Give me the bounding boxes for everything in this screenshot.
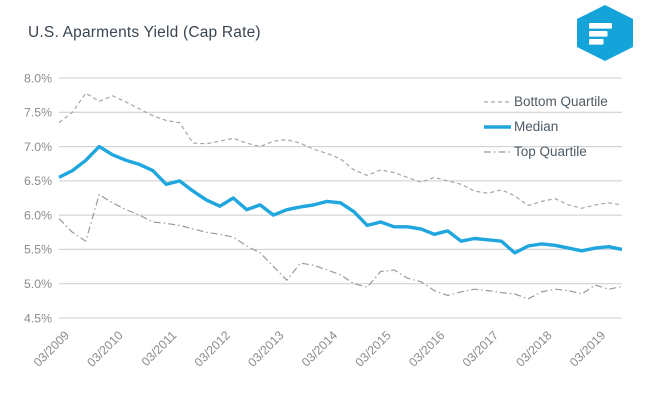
svg-text:8.0%: 8.0% [24, 71, 52, 85]
svg-text:03/2017: 03/2017 [460, 328, 501, 369]
solid-line-swatch-icon [484, 124, 511, 129]
svg-text:03/2012: 03/2012 [192, 328, 233, 369]
brand-logo [574, 4, 636, 62]
hexagon-logo-icon [577, 5, 633, 61]
svg-text:5.5%: 5.5% [24, 243, 52, 257]
legend-label-bottom-quartile: Bottom Quartile [514, 94, 608, 109]
svg-text:6.0%: 6.0% [24, 208, 52, 222]
chart-legend: Bottom Quartile Median Top Quartile [483, 89, 608, 164]
legend-label-median: Median [514, 119, 559, 134]
x-axis-labels: 03/2009 03/2010 03/2011 03/2012 03/2013 03/20… [31, 328, 609, 369]
series-line-top-quartile [58, 194, 623, 300]
svg-text:03/2019: 03/2019 [567, 328, 608, 369]
legend-item-top-quartile[interactable]: Top Quartile [483, 139, 608, 164]
svg-text:03/2011: 03/2011 [139, 328, 180, 369]
chart-title: U.S. Aparments Yield (Cap Rate) [28, 24, 261, 41]
svg-text:03/2010: 03/2010 [84, 328, 125, 369]
dashdot-line-swatch-icon [484, 150, 511, 153]
dashed-line-swatch-icon [484, 100, 511, 103]
svg-text:4.5%: 4.5% [24, 311, 52, 325]
svg-text:03/2015: 03/2015 [353, 328, 394, 369]
svg-text:7.5%: 7.5% [24, 106, 52, 120]
legend-item-bottom-quartile[interactable]: Bottom Quartile [483, 89, 608, 114]
svg-text:5.0%: 5.0% [24, 277, 52, 291]
svg-text:6.5%: 6.5% [24, 174, 52, 188]
series-line-bottom-quartile [58, 92, 623, 209]
svg-text:03/2016: 03/2016 [406, 328, 447, 369]
svg-text:03/2018: 03/2018 [513, 328, 554, 369]
gridlines [59, 77, 622, 319]
series-line-median [58, 144, 623, 255]
legend-label-top-quartile: Top Quartile [514, 144, 587, 159]
legend-item-median[interactable]: Median [483, 114, 608, 139]
svg-text:03/2013: 03/2013 [245, 328, 286, 369]
y-axis-labels: 8.0% 7.5% 7.0% 6.5% 6.0% 5.5% 5.0% 4.5% [24, 71, 52, 325]
svg-text:7.0%: 7.0% [24, 140, 52, 154]
svg-text:03/2014: 03/2014 [299, 328, 340, 369]
svg-text:03/2009: 03/2009 [31, 328, 72, 369]
